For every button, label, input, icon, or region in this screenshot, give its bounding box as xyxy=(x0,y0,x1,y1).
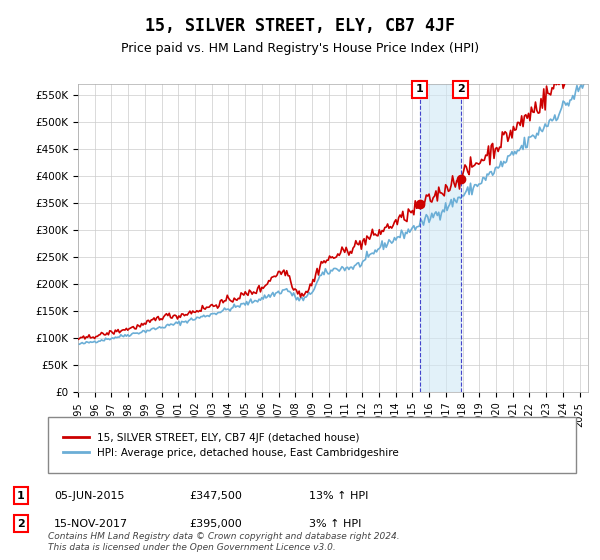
Text: 3% ↑ HPI: 3% ↑ HPI xyxy=(309,519,361,529)
Text: £347,500: £347,500 xyxy=(189,491,242,501)
Bar xyxy=(419,84,461,392)
Text: £395,000: £395,000 xyxy=(189,519,242,529)
Text: 1: 1 xyxy=(17,491,25,501)
Text: 13% ↑ HPI: 13% ↑ HPI xyxy=(309,491,368,501)
FancyBboxPatch shape xyxy=(48,417,576,473)
Text: 15-NOV-2017: 15-NOV-2017 xyxy=(54,519,128,529)
Text: 1: 1 xyxy=(416,85,424,95)
Text: Price paid vs. HM Land Registry's House Price Index (HPI): Price paid vs. HM Land Registry's House … xyxy=(121,42,479,55)
Text: 05-JUN-2015: 05-JUN-2015 xyxy=(54,491,125,501)
Legend: 15, SILVER STREET, ELY, CB7 4JF (detached house), HPI: Average price, detached h: 15, SILVER STREET, ELY, CB7 4JF (detache… xyxy=(58,428,403,462)
Text: Contains HM Land Registry data © Crown copyright and database right 2024.
This d: Contains HM Land Registry data © Crown c… xyxy=(48,532,400,552)
Text: 2: 2 xyxy=(17,519,25,529)
Text: 2: 2 xyxy=(457,85,464,95)
Text: 15, SILVER STREET, ELY, CB7 4JF: 15, SILVER STREET, ELY, CB7 4JF xyxy=(145,17,455,35)
